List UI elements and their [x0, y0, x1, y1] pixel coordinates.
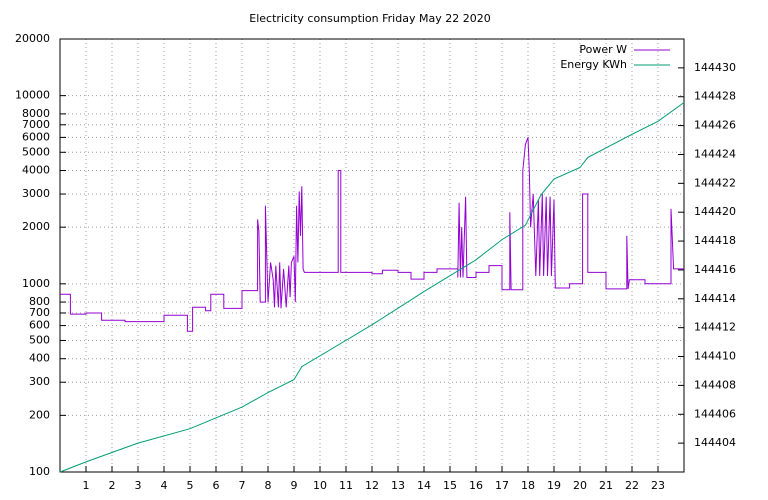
y2-tick-label: 144422	[694, 176, 736, 189]
x-tick-label: 12	[365, 479, 379, 492]
x-tick-label: 11	[339, 479, 353, 492]
x-tick-label: 20	[573, 479, 587, 492]
y-tick-label: 300	[29, 375, 50, 388]
y-tick-label: 200	[29, 408, 50, 421]
x-tick-label: 21	[599, 479, 613, 492]
x-tick-label: 17	[495, 479, 509, 492]
y2-tick-label: 144426	[694, 119, 736, 132]
y2-tick-label: 144428	[694, 90, 736, 103]
y-tick-label: 3000	[22, 187, 50, 200]
x-tick-label: 22	[625, 479, 639, 492]
y-tick-label: 5000	[22, 145, 50, 158]
x-tick-label: 23	[651, 479, 665, 492]
y2-tick-label: 144406	[694, 407, 736, 420]
y-tick-label: 7000	[22, 118, 50, 131]
x-tick-label: 4	[161, 479, 168, 492]
x-tick-label: 9	[291, 479, 298, 492]
x-tick-label: 14	[417, 479, 431, 492]
x-tick-label: 13	[391, 479, 405, 492]
y-tick-label: 2000	[22, 220, 50, 233]
y2-tick-label: 144418	[694, 234, 736, 247]
legend-label: Energy KWh	[560, 58, 627, 71]
x-tick-label: 5	[187, 479, 194, 492]
y-tick-label: 4000	[22, 164, 50, 177]
y2-tick-label: 144408	[694, 378, 736, 391]
y-tick-label: 10000	[15, 89, 50, 102]
x-tick-label: 10	[313, 479, 327, 492]
y2-tick-label: 144410	[694, 350, 736, 363]
x-tick-label: 16	[469, 479, 483, 492]
y-tick-label: 800	[29, 295, 50, 308]
chart-title: Electricity consumption Friday May 22 20…	[249, 12, 490, 25]
y2-tick-label: 144412	[694, 321, 736, 334]
y2-tick-label: 144424	[694, 147, 736, 160]
y-tick-label: 500	[29, 333, 50, 346]
legend-label: Power W	[579, 43, 627, 56]
y2-tick-label: 144416	[694, 263, 736, 276]
y-tick-label: 20000	[15, 32, 50, 45]
y-tick-label: 8000	[22, 107, 50, 120]
series-line	[59, 102, 685, 473]
y-tick-label: 600	[29, 319, 50, 332]
x-tick-label: 1	[83, 479, 90, 492]
plot-border	[59, 38, 685, 473]
x-tick-label: 7	[239, 479, 246, 492]
y-tick-label: 1000	[22, 277, 50, 290]
y2-tick-label: 144430	[694, 61, 736, 74]
series-line	[60, 137, 684, 332]
y2-tick-label: 144414	[694, 292, 736, 305]
y2-tick-label: 144404	[694, 436, 736, 449]
x-tick-label: 2	[109, 479, 116, 492]
y-tick-label: 400	[29, 352, 50, 365]
x-tick-label: 6	[213, 479, 220, 492]
y2-tick-label: 144420	[694, 205, 736, 218]
x-tick-label: 8	[265, 479, 272, 492]
x-tick-label: 18	[521, 479, 535, 492]
y-tick-label: 700	[29, 306, 50, 319]
x-tick-label: 15	[443, 479, 457, 492]
x-tick-label: 19	[547, 479, 561, 492]
y-tick-label: 100	[29, 465, 50, 478]
y-tick-label: 6000	[22, 130, 50, 143]
x-tick-label: 3	[135, 479, 142, 492]
